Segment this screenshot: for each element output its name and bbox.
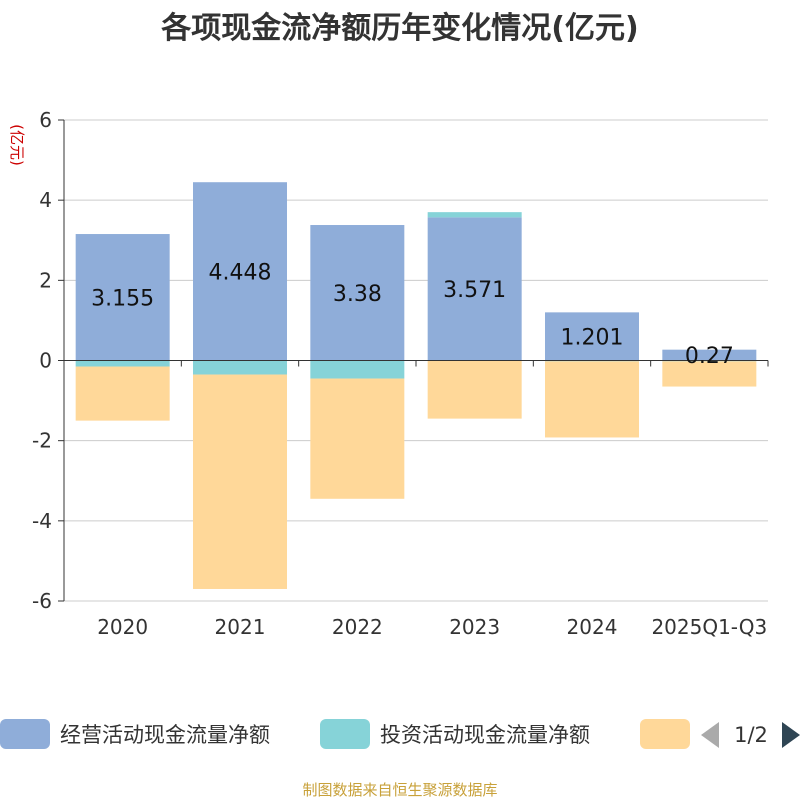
- legend: 经营活动现金流量净额 投资活动现金流量净额 1/2: [0, 719, 800, 749]
- legend-prev-page-icon[interactable]: [701, 722, 719, 748]
- x-tick-label: 2023: [449, 615, 500, 639]
- data-label-2021: 4.448: [209, 260, 272, 285]
- legend-swatch-1[interactable]: [0, 719, 50, 749]
- bar-3-2021: [193, 374, 287, 589]
- bar-1-2024: [545, 312, 639, 361]
- legend-swatch-3[interactable]: [640, 719, 690, 749]
- data-label-2022: 3.38: [333, 282, 382, 307]
- bar-3-2020: [75, 366, 170, 421]
- y-tick-label: 6: [39, 108, 52, 132]
- chart-title: 各项现金流净额历年变化情况(亿元): [160, 11, 638, 46]
- legend-label-1[interactable]: 经营活动现金流量净额: [60, 723, 270, 747]
- bar-2-2021: [193, 360, 287, 375]
- y-tick-label: 2: [39, 268, 52, 292]
- bar-3-2025Q1-Q3: [662, 361, 757, 387]
- y-tick-label: 4: [39, 188, 52, 212]
- y-tick-label: 0: [39, 349, 52, 373]
- x-tick-label: 2022: [332, 615, 383, 639]
- legend-page-indicator: 1/2: [734, 723, 768, 747]
- bar-2-2022: [310, 360, 405, 379]
- y-tick-label: -4: [32, 509, 52, 533]
- data-label-2023: 3.571: [443, 278, 506, 303]
- data-label-2025Q1-Q3: 0.27: [685, 344, 734, 369]
- y-axis-label: (亿元): [8, 124, 26, 166]
- legend-swatch-2[interactable]: [320, 719, 370, 749]
- legend-next-page-icon[interactable]: [782, 722, 800, 748]
- bar-1-2022: [310, 225, 405, 361]
- x-tick-label: 2021: [215, 615, 266, 639]
- bar-1-2021: [193, 182, 287, 361]
- x-tick-label: 2024: [567, 615, 618, 639]
- legend-label-2[interactable]: 投资活动现金流量净额: [380, 723, 590, 747]
- bars: [75, 182, 757, 589]
- bar-2-2020: [75, 360, 170, 367]
- bar-3-2024: [545, 361, 639, 438]
- x-tick-label: 2025Q1-Q3: [651, 615, 767, 639]
- x-tick-label: 2020: [97, 615, 148, 639]
- y-tick-label: -6: [32, 589, 52, 613]
- data-label-2020: 3.155: [91, 286, 154, 311]
- bar-3-2023: [427, 360, 522, 419]
- axes: -6 -4 -2 0 2 4 6 2020 2021 2022 2023 2024 2025Q1-Q3: [32, 108, 769, 639]
- bar-2-2023: [427, 212, 522, 218]
- y-tick-label: -2: [32, 429, 52, 453]
- bar-1-2020: [75, 234, 170, 361]
- bar-1-2023: [427, 217, 522, 361]
- data-label-2024: 1.201: [561, 325, 624, 350]
- data-labels: 3.155 4.448 3.38 3.571 1.201 0.27: [91, 260, 734, 369]
- bar-3-2022: [310, 378, 405, 499]
- data-source-note: 制图数据来自恒生聚源数据库: [302, 781, 497, 799]
- bar-1-2025Q1-Q3: [662, 349, 757, 361]
